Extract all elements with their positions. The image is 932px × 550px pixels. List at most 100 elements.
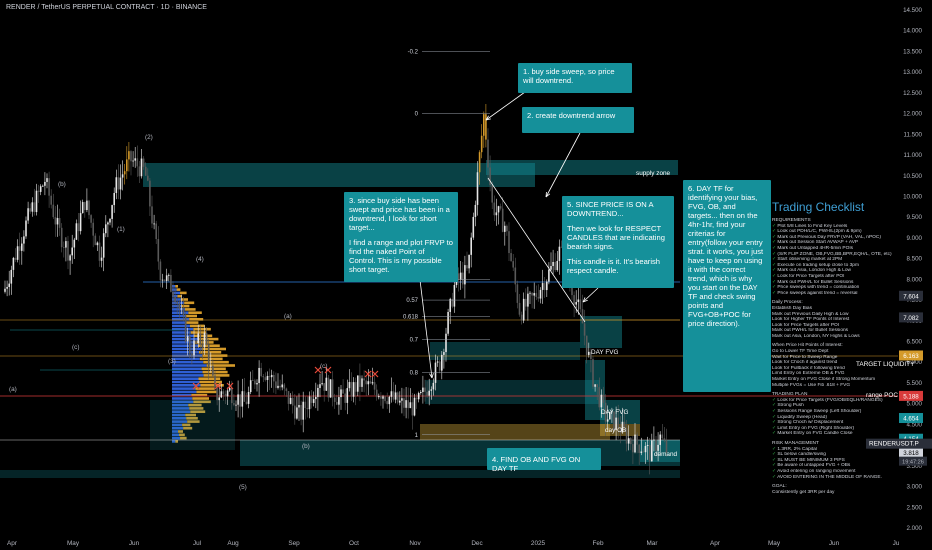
candle-body xyxy=(525,298,527,307)
volume-profile-bar xyxy=(199,357,223,361)
candle-body xyxy=(96,242,99,246)
candle-body xyxy=(90,215,92,223)
volume-profile-bar xyxy=(172,318,190,321)
price-axis[interactable]: 14.500 14.000 13.500 13.000 12.500 12.000 11.5… xyxy=(866,0,932,536)
volume-profile-bar xyxy=(181,304,190,308)
candle-body xyxy=(382,396,384,399)
candle-body xyxy=(457,273,460,280)
candle-body xyxy=(409,402,412,409)
plan-list: ✓ Look for Price Targets (FVG/OB/EQLH/RA… xyxy=(772,398,900,437)
risk-item: ✓ Be aware of untapped FVG + OBs xyxy=(772,463,900,469)
demand-zone-box xyxy=(240,440,680,466)
candle-body xyxy=(44,181,46,186)
target-liquidity-label: TARGET LIQUIDITY xyxy=(856,361,915,368)
volume-profile-bar xyxy=(172,393,192,397)
volume-profile-bar xyxy=(206,364,235,367)
volume-profile-bar xyxy=(201,347,226,351)
candle-body xyxy=(621,421,624,433)
candle-body xyxy=(665,440,668,453)
candle-body xyxy=(432,382,435,390)
x-mark-icon xyxy=(364,370,372,378)
candle-body xyxy=(550,266,552,270)
time-axis[interactable]: Apr May Jun Jul Aug Sep Oct Nov Dec 2025 Feb Mar Apr… xyxy=(0,536,932,550)
candle-body xyxy=(415,397,418,400)
time-tick-label: May xyxy=(768,540,781,547)
price-tick-label: 11.000 xyxy=(904,152,923,159)
volume-profile-bar xyxy=(188,311,202,314)
price-tick-label: 3.500 xyxy=(907,463,923,470)
candle-body xyxy=(493,202,496,216)
daily-item: Mark out PWH/L for Bullet Sessions xyxy=(772,328,900,334)
price-tick-label: 10.500 xyxy=(903,173,922,180)
candle-body xyxy=(283,384,286,389)
volume-profile-bar xyxy=(172,417,187,420)
candle-body xyxy=(598,387,601,408)
candle-body xyxy=(449,298,451,312)
time-tick-label: Nov xyxy=(409,540,421,547)
candle-body xyxy=(436,361,439,363)
poi-item-label: Go to Lower TF Time Dept xyxy=(772,349,829,355)
check-icon: ✓ xyxy=(772,414,778,420)
risk-item-label: SL below candle/swing xyxy=(777,452,826,458)
volume-profile-bar xyxy=(172,294,178,298)
volume-profile-bar xyxy=(172,337,198,341)
candle-body xyxy=(42,185,44,187)
poi-item: Go to Lower TF Time Dept xyxy=(772,349,900,355)
candle-body xyxy=(594,384,596,387)
candle-body xyxy=(422,387,424,392)
checklist-title: Trading Checklist xyxy=(772,200,865,214)
goal-text: Consistently get 3RR per day xyxy=(772,489,835,495)
day-ob-box xyxy=(420,424,610,440)
volume-profile-bar xyxy=(177,294,182,298)
candle-body xyxy=(623,421,626,429)
volume-profile-bar xyxy=(182,423,191,427)
requirement-item-label: Price sweeps with trend = continuation xyxy=(777,285,860,291)
volume-profile-bar xyxy=(172,387,196,390)
price-tick-label: 14.000 xyxy=(903,28,922,35)
candle-body xyxy=(117,177,120,190)
callout-2: 2. create downtrend arrow xyxy=(522,107,634,133)
candle-body xyxy=(149,180,151,207)
daily-item: Look for Price Targets after POI xyxy=(772,323,900,329)
candle-body xyxy=(579,299,582,310)
volume-profile-bar xyxy=(172,380,200,384)
candle-body xyxy=(638,444,640,453)
volume-profile-bar xyxy=(192,397,209,400)
volume-profile-bar xyxy=(172,420,188,423)
candle-body xyxy=(661,434,664,439)
volume-profile-bar xyxy=(172,311,189,314)
candle-body xyxy=(497,206,500,213)
candle-body xyxy=(193,340,195,356)
candle-body xyxy=(191,353,193,356)
volume-profile-bar xyxy=(176,288,181,291)
requirement-item: ✓ Plot 5/8 Lines to Find Key Levels xyxy=(772,224,900,230)
candle-body xyxy=(613,411,615,431)
candle-body xyxy=(485,114,487,140)
candle-body xyxy=(304,401,307,409)
time-tick-label: Dec xyxy=(471,540,483,547)
goal-title: GOAL: xyxy=(772,484,787,490)
price-tick-label: 14.500 xyxy=(903,7,922,14)
candle-body xyxy=(262,376,265,378)
volume-profile-bar xyxy=(175,440,178,443)
risk-item-label: AVOID ENTERING IN THE MIDDLE OF RANGE. xyxy=(777,474,882,480)
check-icon: ✓ xyxy=(772,290,778,296)
volume-profile-bar xyxy=(172,423,183,427)
candle-body xyxy=(537,296,540,299)
poi-item: Wait for Price to Sweep Range xyxy=(772,355,900,361)
candle-body xyxy=(33,202,36,213)
check-icon: ✓ xyxy=(772,234,778,240)
check-icon: ✓ xyxy=(772,262,778,268)
candle-body xyxy=(294,405,296,419)
candle-body xyxy=(25,220,27,237)
candle-body xyxy=(548,269,550,282)
plan-item: ✓ Look for Price Targets (FVG/OB/EQLH/RA… xyxy=(772,398,900,404)
candle-body xyxy=(275,381,277,388)
plan-item: ✓ Strong Push xyxy=(772,403,900,409)
price-tag xyxy=(899,413,923,424)
candle-body xyxy=(426,391,428,396)
volume-profile-bar xyxy=(172,308,185,311)
time-tick-label: Apr xyxy=(7,540,18,547)
plan-item-label: Market Entry on FVG Candle Close xyxy=(777,431,853,437)
